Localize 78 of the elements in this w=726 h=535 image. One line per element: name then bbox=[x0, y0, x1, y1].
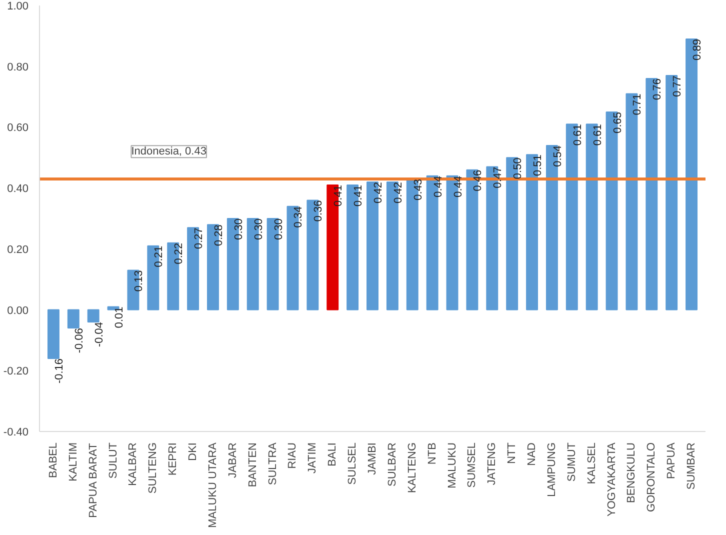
data-label: -0.16 bbox=[53, 358, 66, 384]
data-label: 0.44 bbox=[452, 176, 464, 198]
x-tick-label: MALUKU bbox=[446, 442, 458, 488]
data-label: -0.06 bbox=[73, 328, 86, 354]
data-label: 0.61 bbox=[572, 124, 584, 146]
data-label: 0.27 bbox=[193, 228, 206, 250]
x-tick-label: SUMUT bbox=[566, 442, 578, 482]
data-label: 0.47 bbox=[492, 166, 504, 188]
x-tick-label: SULBAR bbox=[386, 442, 398, 487]
data-label: 0.65 bbox=[612, 112, 624, 134]
x-tick-label: SULSEL bbox=[346, 442, 359, 485]
x-tick-label: RIAU bbox=[286, 442, 299, 469]
x-tick-label: BENGKULU bbox=[626, 442, 638, 504]
ref-line-label: Indonesia, 0.43 bbox=[131, 146, 206, 158]
x-tick-label: NTB bbox=[426, 442, 438, 464]
x-tick-label: SULUT bbox=[107, 442, 120, 479]
data-label: 0.34 bbox=[292, 206, 305, 228]
bar bbox=[67, 309, 80, 329]
data-label: 0.50 bbox=[512, 158, 524, 180]
x-tick-label: PAPUA bbox=[666, 442, 678, 479]
x-tick-label: KALSEL bbox=[586, 442, 598, 484]
y-tick-label: 0.20 bbox=[7, 244, 29, 256]
y-tick-label: -0.20 bbox=[3, 366, 29, 378]
data-label: 0.54 bbox=[552, 145, 564, 167]
data-label: 0.30 bbox=[252, 218, 265, 240]
y-tick-label: 0.80 bbox=[7, 61, 29, 74]
x-tick-label: YOGYAKARTA bbox=[606, 442, 618, 516]
data-label: 0.41 bbox=[352, 185, 365, 206]
data-label: 0.77 bbox=[672, 75, 684, 97]
x-tick-label: KALBAR bbox=[127, 442, 140, 486]
x-tick-label: KEPRI bbox=[167, 442, 180, 476]
data-label: 0.61 bbox=[592, 124, 604, 146]
bar bbox=[47, 309, 60, 359]
data-label: 0.76 bbox=[652, 78, 664, 100]
data-label: 0.51 bbox=[532, 154, 544, 176]
data-label: 0.42 bbox=[392, 182, 404, 204]
x-tick-label: LAMPUNG bbox=[546, 442, 558, 497]
x-tick-label: JAMBI bbox=[366, 442, 378, 475]
x-tick-label: PAPUA BARAT bbox=[87, 442, 100, 518]
data-label: 0.44 bbox=[432, 176, 444, 198]
x-tick-label: DKI bbox=[187, 442, 200, 461]
data-label: 0.28 bbox=[212, 224, 225, 246]
y-tick-label: 0.40 bbox=[7, 183, 29, 196]
data-label: 0.13 bbox=[133, 270, 146, 292]
data-label: 0.36 bbox=[312, 200, 325, 222]
x-tick-label: KALTENG bbox=[406, 442, 418, 494]
x-tick-label: MALUKU UTARA bbox=[206, 442, 219, 528]
data-label: 0.30 bbox=[232, 218, 245, 240]
y-tick-label: -0.40 bbox=[3, 426, 29, 438]
data-label: 0.01 bbox=[113, 306, 126, 328]
x-tick-label: BABEL bbox=[47, 442, 60, 478]
data-label: 0.30 bbox=[272, 218, 285, 240]
x-tick-label: SULTENG bbox=[147, 442, 160, 494]
x-tick-label: SULTRA bbox=[266, 442, 279, 486]
x-tick-label: NAD bbox=[526, 442, 538, 466]
data-label: 0.21 bbox=[153, 246, 166, 268]
data-label: 0.89 bbox=[692, 38, 704, 60]
x-tick-label: SUMSEL bbox=[466, 442, 478, 488]
data-label: 0.41 bbox=[332, 185, 345, 206]
x-tick-label: SUMBAR bbox=[686, 442, 698, 490]
x-tick-label: JATIM bbox=[306, 442, 319, 474]
x-tick-label: JATENG bbox=[486, 442, 498, 486]
x-tick-label: KALTIM bbox=[67, 442, 80, 482]
data-label: 0.43 bbox=[412, 178, 424, 200]
x-tick-label: GORONTALO bbox=[646, 442, 658, 512]
data-label: 0.46 bbox=[472, 170, 484, 192]
y-tick-label: 0.00 bbox=[7, 304, 29, 317]
data-label: -0.04 bbox=[93, 322, 106, 348]
y-tick-label: 1.00 bbox=[7, 0, 29, 12]
data-label: 0.71 bbox=[632, 94, 644, 116]
x-tick-label: NTT bbox=[506, 442, 518, 464]
x-tick-label: BALI bbox=[326, 442, 339, 466]
bar bbox=[87, 309, 100, 322]
y-tick-label: 0.60 bbox=[7, 122, 29, 134]
data-label: 0.22 bbox=[173, 242, 186, 264]
data-label: 0.42 bbox=[372, 182, 384, 204]
x-tick-label: BANTEN bbox=[246, 442, 259, 488]
x-tick-label: JABAR bbox=[226, 442, 239, 478]
